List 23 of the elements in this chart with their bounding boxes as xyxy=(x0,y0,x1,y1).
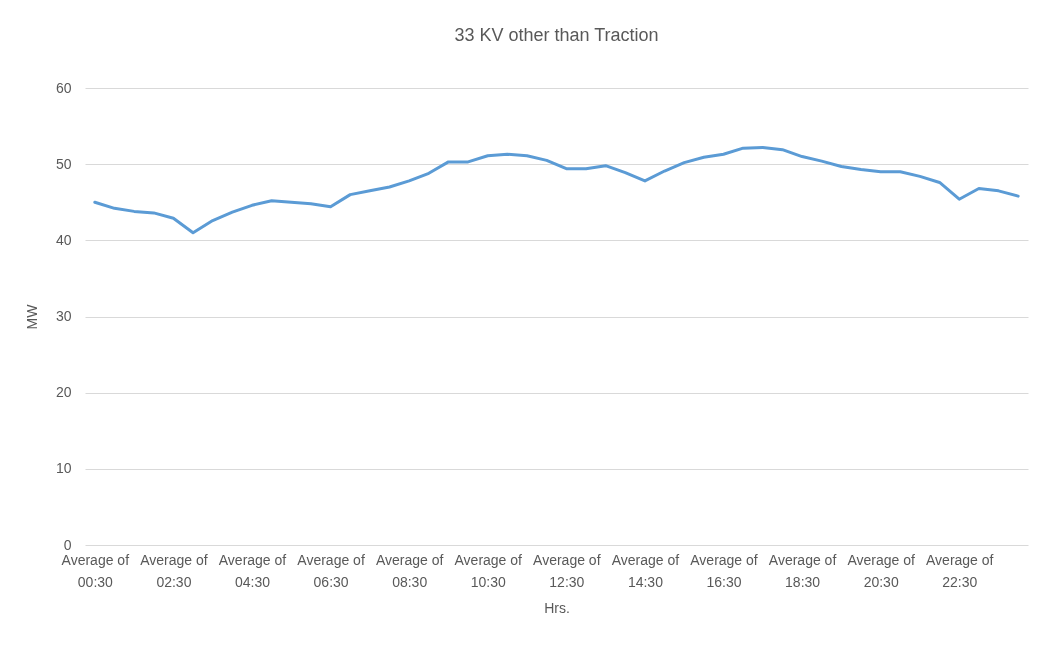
y-tick-label: 10 xyxy=(55,460,72,477)
chart-title: 33 KV other than Traction xyxy=(454,25,659,45)
x-tick-label: Average of 22:30 xyxy=(926,551,994,590)
x-tick-label: Average of 00:30 xyxy=(61,551,130,590)
y-tick-label: 40 xyxy=(55,231,72,248)
x-tick-label: Average of 08:30 xyxy=(375,551,444,590)
y-tick-label: 0 xyxy=(63,536,72,553)
x-tick-label: Average of 04:30 xyxy=(218,551,287,590)
y-axis-title: MW xyxy=(23,303,40,330)
x-tick-label: Average of 20:30 xyxy=(847,551,915,590)
y-tick-label: 20 xyxy=(55,384,72,401)
x-tick-label: Average of 14:30 xyxy=(611,551,680,590)
y-tick-label: 60 xyxy=(55,79,72,96)
x-tick-label: Average of 16:30 xyxy=(690,551,758,590)
x-tick-label: Average of 18:30 xyxy=(768,551,837,590)
x-tick-label: Average of 12:30 xyxy=(533,551,601,590)
x-tick-label: Average of 10:30 xyxy=(454,551,523,590)
y-tick-label: 50 xyxy=(55,155,72,172)
y-tick-label: 30 xyxy=(55,308,72,324)
x-tick-label: Average of 02:30 xyxy=(140,551,208,590)
x-tick-label: Average of 06:30 xyxy=(297,551,365,590)
line-series xyxy=(93,145,1020,235)
x-axis-title: Hrs. xyxy=(544,599,570,616)
